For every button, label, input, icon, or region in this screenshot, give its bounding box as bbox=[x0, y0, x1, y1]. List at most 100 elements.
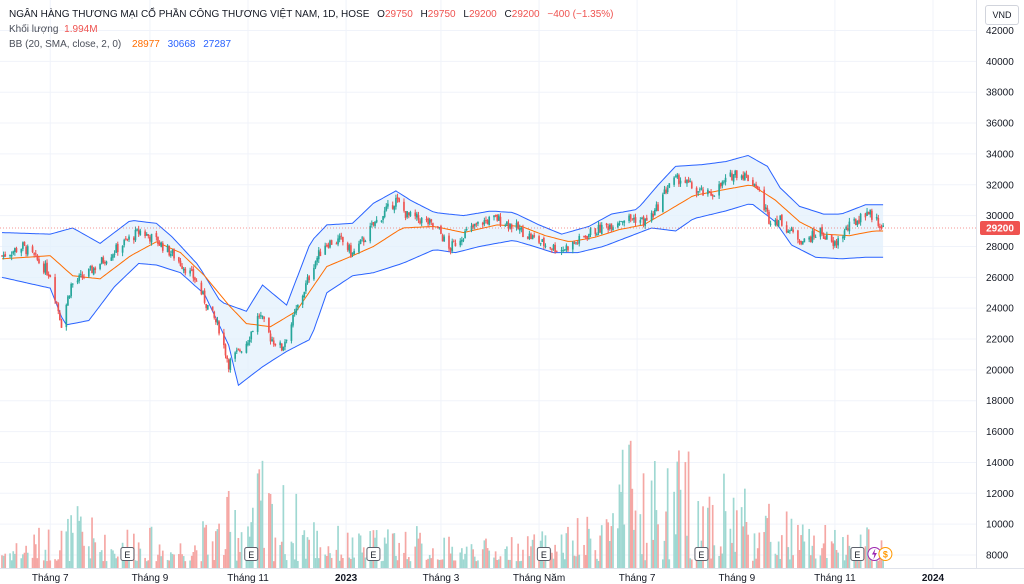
candle-body bbox=[248, 339, 251, 342]
candle-body bbox=[612, 227, 614, 231]
candle-body bbox=[240, 351, 243, 353]
candle-body bbox=[113, 253, 116, 255]
candle-body bbox=[374, 221, 376, 227]
candle-body bbox=[735, 170, 738, 178]
candle-body bbox=[744, 173, 746, 180]
legend-symbol-row[interactable]: NGÂN HÀNG THƯƠNG MẠI CỔ PHẦN CÔNG THƯƠNG… bbox=[9, 7, 614, 22]
candle-body bbox=[99, 264, 101, 269]
volume-bar bbox=[560, 534, 563, 568]
candle-body bbox=[565, 245, 568, 250]
earnings-marker-label: E bbox=[248, 550, 254, 560]
volume-bar bbox=[274, 537, 277, 568]
candle-body bbox=[65, 304, 68, 328]
time-tick-label: Tháng 11 bbox=[814, 573, 856, 584]
candle-body bbox=[832, 240, 835, 246]
volume-bar bbox=[488, 550, 491, 568]
volume-bar bbox=[235, 560, 238, 568]
candle-body bbox=[346, 242, 349, 250]
event-markers[interactable]: E E E E E E $ bbox=[120, 547, 893, 561]
volume-bar bbox=[20, 558, 23, 568]
candle-body bbox=[711, 194, 714, 197]
time-tick-label: Tháng 7 bbox=[32, 573, 69, 584]
candle-body bbox=[279, 342, 282, 346]
volume-bar bbox=[171, 553, 174, 568]
volume-bar bbox=[224, 549, 227, 568]
candle-body bbox=[104, 262, 106, 264]
volume-bar bbox=[192, 552, 195, 568]
earnings-marker[interactable] bbox=[536, 547, 551, 561]
candle-body bbox=[189, 270, 191, 274]
candle-body bbox=[768, 211, 770, 224]
candle-body bbox=[34, 253, 37, 255]
earnings-marker[interactable] bbox=[366, 547, 381, 561]
candle-body bbox=[871, 210, 873, 220]
volume-bar bbox=[462, 559, 465, 568]
legend-volume-row[interactable]: Khối lượng 1.994M bbox=[9, 22, 614, 37]
volume-bar bbox=[4, 553, 7, 568]
volume-bar bbox=[202, 521, 204, 568]
candle-body bbox=[427, 218, 429, 225]
volume-bar bbox=[348, 557, 351, 568]
volume-bar bbox=[391, 533, 394, 568]
candle-body bbox=[819, 227, 822, 237]
volume-bar bbox=[351, 537, 354, 568]
volume-bar bbox=[67, 518, 69, 568]
candle-body bbox=[173, 249, 175, 259]
ohlc-low-value: 29200 bbox=[468, 9, 497, 20]
volume-bar bbox=[169, 552, 172, 568]
volume-bar bbox=[763, 532, 765, 568]
volume-bar bbox=[690, 559, 693, 568]
candle-body bbox=[128, 236, 130, 240]
volume-label: Khối lượng bbox=[9, 24, 59, 35]
volume-bar bbox=[438, 559, 441, 568]
price-candles bbox=[1, 169, 884, 373]
candle-body bbox=[621, 221, 624, 223]
candle-body bbox=[9, 255, 11, 257]
candle-body bbox=[404, 211, 407, 218]
candle-body bbox=[200, 282, 203, 295]
candle-body bbox=[506, 221, 508, 225]
earnings-marker-label: E bbox=[124, 550, 130, 560]
candle-body bbox=[391, 205, 394, 209]
earnings-marker[interactable] bbox=[120, 547, 135, 561]
candle-body bbox=[785, 225, 788, 233]
volume-bar bbox=[623, 524, 626, 568]
currency-button[interactable]: VND bbox=[985, 5, 1019, 25]
volume-bar bbox=[370, 557, 373, 568]
volume-value: 1.994M bbox=[64, 24, 98, 35]
earnings-marker[interactable] bbox=[694, 547, 709, 561]
volume-bar bbox=[436, 559, 439, 568]
volume-bar bbox=[428, 554, 431, 568]
volume-bar bbox=[631, 488, 634, 568]
volume-bar bbox=[420, 543, 423, 568]
volume-bar bbox=[830, 541, 833, 568]
volume-bar bbox=[554, 544, 556, 568]
volume-bar bbox=[139, 548, 142, 568]
dividend-icon[interactable] bbox=[878, 547, 893, 561]
time-axis[interactable]: Tháng 7 Tháng 9 Tháng 11 2023 Tháng 3 Tháng N… bbox=[0, 568, 1024, 584]
volume-bar bbox=[824, 524, 827, 568]
volume-bar bbox=[237, 537, 240, 568]
volume-bar bbox=[342, 557, 344, 568]
candle-body bbox=[124, 238, 127, 240]
volume-bar bbox=[263, 547, 265, 568]
candle-body bbox=[665, 189, 667, 193]
candle-body bbox=[641, 217, 643, 220]
candle-body bbox=[263, 316, 265, 320]
volume-bar bbox=[497, 559, 500, 568]
last-price-badge[interactable] bbox=[980, 220, 1020, 235]
volume-bar bbox=[533, 534, 536, 568]
earnings-marker[interactable] bbox=[244, 547, 259, 561]
candle-body bbox=[674, 176, 677, 178]
earnings-marker[interactable] bbox=[850, 547, 865, 561]
volume-bar bbox=[227, 490, 230, 568]
volume-bar bbox=[877, 560, 880, 568]
volume-bar bbox=[38, 527, 40, 568]
candle-body bbox=[740, 175, 743, 179]
legend-bb-row[interactable]: BB (20, SMA, close, 2, 0) 28977 30668 27… bbox=[9, 37, 614, 52]
candle-body bbox=[789, 230, 791, 232]
candle-body bbox=[269, 333, 272, 342]
volume-bar bbox=[54, 559, 56, 568]
